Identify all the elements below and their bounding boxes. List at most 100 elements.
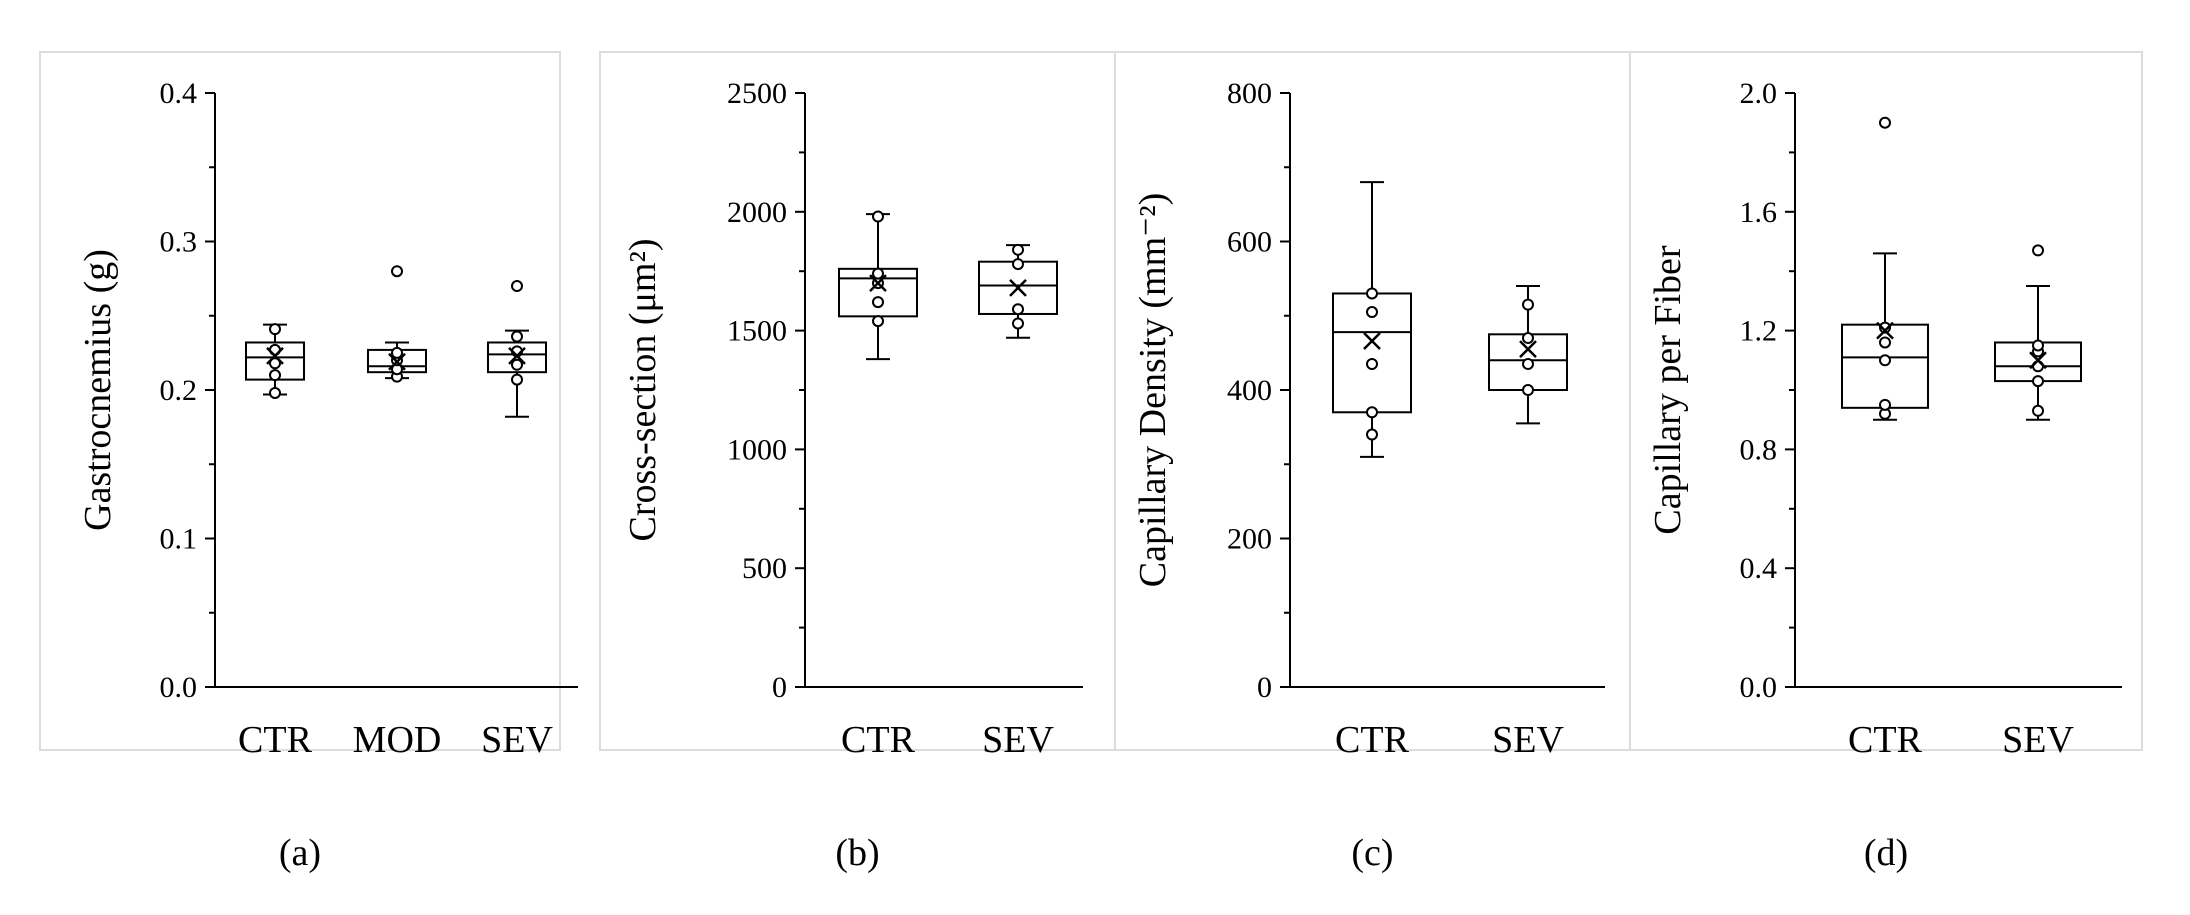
data-point [511, 373, 523, 386]
x-tick-label: CTR [841, 719, 916, 761]
y-tick-label: 800 [1227, 77, 1272, 110]
outlier-point [1879, 116, 1891, 129]
y-tick-label: 1.2 [1740, 315, 1778, 348]
box-sev [978, 243, 1058, 339]
y-tick-label: 600 [1227, 226, 1272, 259]
y-tick-label: 1500 [727, 315, 787, 348]
data-point [2032, 339, 2044, 352]
y-axis-title: Cross-section (μm²) [622, 239, 664, 542]
x-tick-label: SEV [1492, 719, 1564, 761]
outlier-point [391, 265, 403, 278]
panel-label: (c) [1351, 832, 1393, 874]
panel-c: 0 200 400 600 800 Capillary Density (mm⁻²) CTR… [1114, 51, 1631, 874]
y-tick-label: 2.0 [1740, 77, 1778, 110]
data-point [872, 267, 884, 280]
data-point [391, 346, 403, 359]
data-point [1012, 303, 1024, 316]
panel-label: (d) [1864, 832, 1908, 874]
y-tick-label: 1000 [727, 433, 787, 466]
outlier-point [2032, 244, 2044, 257]
box-sev [1488, 285, 1568, 425]
data-point [511, 358, 523, 371]
mean-marker [1363, 332, 1381, 350]
x-tick-label: SEV [982, 719, 1054, 761]
data-point [269, 369, 281, 382]
y-tick-label: 500 [742, 552, 787, 585]
panel-d: 0.0 0.4 0.8 1.2 1.6 2.0 Capillary per Fiber CTR… [1629, 51, 2143, 874]
y-tick-label: 0.0 [160, 671, 198, 704]
x-tick-label: CTR [1335, 719, 1410, 761]
x-tick-label: CTR [238, 719, 313, 761]
data-point [1366, 406, 1378, 419]
panel-frame [599, 51, 1116, 751]
data-point [511, 330, 523, 343]
data-point [2032, 404, 2044, 417]
y-axis-title: Capillary Density (mm⁻²) [1132, 193, 1174, 588]
data-point [1879, 336, 1891, 349]
y-tick-label: 0.4 [160, 77, 198, 110]
data-point [872, 315, 884, 328]
y-tick-label: 2500 [727, 77, 787, 110]
mean-marker [869, 274, 887, 292]
panel-frame [39, 51, 561, 751]
data-point [1522, 384, 1534, 396]
panel-label: (a) [279, 832, 321, 874]
y-tick-label: 0 [1257, 671, 1272, 704]
data-point [269, 323, 281, 336]
y-tick-label: 0.0 [1740, 671, 1778, 704]
x-tick-label: CTR [1848, 719, 1923, 761]
mean-marker [1876, 321, 1894, 340]
y-tick-label: 400 [1227, 374, 1272, 407]
box-ctr [1841, 116, 1929, 421]
panel-frame [1629, 51, 2143, 751]
box-ctr [245, 323, 305, 399]
data-point [1366, 306, 1378, 319]
data-point [269, 386, 281, 399]
y-tick-label: 0.2 [160, 374, 198, 407]
box-ctr [1332, 181, 1412, 458]
data-point [269, 357, 281, 370]
data-point [1012, 243, 1024, 256]
x-tick-label: SEV [2002, 719, 2074, 761]
y-tick-label: 1.6 [1740, 196, 1778, 229]
data-point [872, 210, 884, 223]
y-tick-label: 200 [1227, 523, 1272, 556]
data-point [1879, 321, 1891, 334]
y-tick-label: 0.8 [1740, 433, 1778, 466]
data-point [1522, 358, 1534, 371]
box-sev [487, 280, 547, 418]
panel-b: 0 500 1000 1500 2000 2500 Cross-section (μm²) C… [599, 51, 1116, 874]
box-ctr [838, 210, 918, 361]
data-point [1366, 358, 1378, 371]
y-tick-label: 0.4 [1740, 552, 1778, 585]
data-point [1012, 317, 1024, 330]
y-axis-title: Gastrocnemius (g) [77, 249, 119, 531]
data-point [1879, 398, 1891, 411]
panel-a: 0.0 0.1 0.2 0.3 0.4 Gastrocnemius (g) CTR MOD SE… [39, 51, 578, 874]
data-point [1522, 298, 1534, 311]
mean-marker [2029, 351, 2047, 370]
mean-marker [1009, 278, 1027, 297]
data-point [1522, 332, 1534, 345]
data-point [1879, 354, 1891, 367]
y-tick-label: 0.3 [160, 226, 198, 259]
mean-marker [388, 352, 406, 371]
box-sev [1994, 244, 2082, 421]
mean-marker [508, 346, 526, 365]
data-point [1366, 287, 1378, 300]
mean-marker [266, 346, 284, 365]
data-point [1366, 428, 1378, 441]
y-axis-title: Capillary per Fiber [1647, 245, 1689, 534]
x-tick-label: SEV [481, 719, 553, 761]
box-mod [367, 265, 427, 383]
outlier-point [511, 280, 523, 293]
x-tick-label: MOD [353, 719, 442, 761]
panel-label: (b) [835, 832, 879, 874]
data-point [872, 296, 884, 309]
y-tick-label: 2000 [727, 196, 787, 229]
data-point [2032, 375, 2044, 388]
y-tick-label: 0 [772, 671, 787, 704]
y-tick-label: 0.1 [160, 523, 198, 556]
mean-marker [1519, 340, 1537, 359]
